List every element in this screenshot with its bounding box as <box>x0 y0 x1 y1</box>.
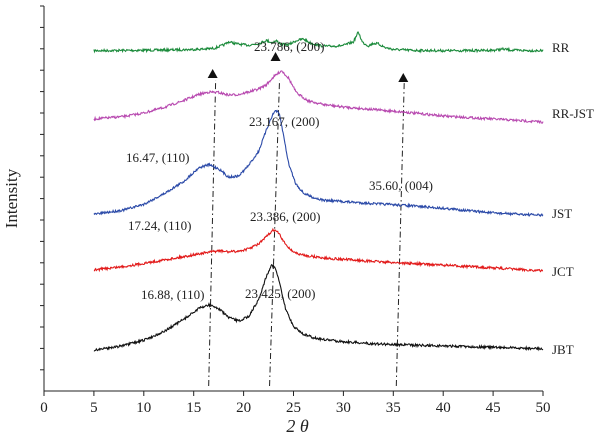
peak-annotation: 17.24, (110) <box>128 218 191 233</box>
series-line-jst <box>93 109 544 218</box>
series-label-rr-jst: RR-JST <box>552 106 594 121</box>
peak-markers <box>207 52 409 82</box>
x-tick-label: 50 <box>536 400 551 416</box>
peak-annotation: 16.47, (110) <box>126 150 189 165</box>
peak-annotation: 23.786, (200) <box>254 39 324 54</box>
series-labels: RR RR-JST JST JCT JBT <box>552 40 594 357</box>
series-line-jbt <box>93 263 544 352</box>
x-tick-label: 15 <box>186 400 201 416</box>
x-tick-label: 45 <box>486 400 501 416</box>
y-axis-label: Intensity <box>2 168 21 228</box>
x-tick-label: 40 <box>436 400 451 416</box>
peak-annotations: 23.786, (200) 23.167, (200) 16.47, (110) 35… <box>126 39 433 302</box>
x-axis-label: 2 θ <box>286 416 309 436</box>
x-tick-label: 20 <box>236 400 251 416</box>
triangle-marker <box>398 73 409 82</box>
series-line-jct <box>93 227 544 273</box>
peak-annotation: 35.60, (004) <box>369 178 433 193</box>
series-curves <box>93 30 544 352</box>
peak-annotation: 23.425, (200) <box>245 286 315 301</box>
guide-line <box>208 79 217 387</box>
series-line-rr <box>93 30 544 54</box>
peak-annotation: 23.386, (200) <box>250 209 320 224</box>
x-tick-label: 10 <box>136 400 151 416</box>
x-tick-label: 0 <box>40 400 48 416</box>
x-tick-label: 35 <box>386 400 401 416</box>
series-line-rr-jst <box>93 70 544 124</box>
guide-lines <box>208 79 405 387</box>
series-label-jst: JST <box>552 206 572 221</box>
x-tick-label: 25 <box>286 400 301 416</box>
series-label-rr: RR <box>552 40 570 55</box>
guide-line <box>395 79 405 387</box>
axes: 0 5 10 15 20 25 30 35 40 45 50 <box>40 5 551 416</box>
peak-annotation: 16.88, (110) <box>141 287 204 302</box>
guide-line <box>269 79 281 387</box>
series-label-jct: JCT <box>552 264 574 279</box>
x-tick-label: 5 <box>90 400 98 416</box>
x-tick-label: 30 <box>336 400 351 416</box>
triangle-marker <box>207 69 218 78</box>
triangle-marker <box>270 52 281 61</box>
series-label-jbt: JBT <box>552 342 574 357</box>
peak-annotation: 23.167, (200) <box>249 114 319 129</box>
